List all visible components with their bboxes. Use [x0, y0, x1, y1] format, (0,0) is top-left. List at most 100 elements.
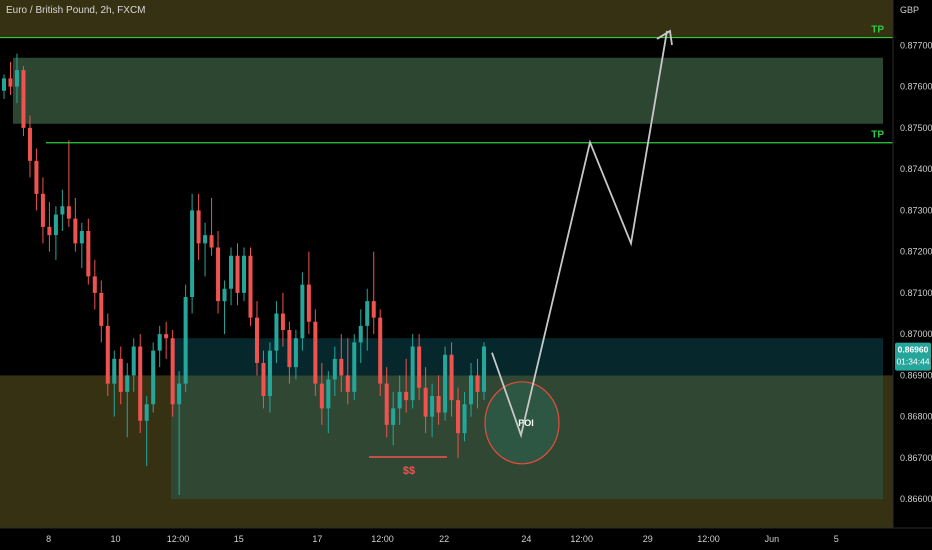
candle-body: [151, 350, 156, 405]
tp-label: TP: [871, 25, 884, 36]
candle-body: [125, 375, 130, 392]
x-tick-label: 12:00: [570, 534, 593, 544]
y-tick-label: 0.87100: [900, 288, 932, 298]
candle-body: [235, 255, 240, 293]
candle-body: [47, 226, 52, 236]
candle-body: [79, 231, 84, 244]
poi-label: POI: [518, 418, 534, 428]
candle-body: [144, 404, 149, 421]
y-tick-label: 0.86900: [900, 370, 932, 380]
candle-body: [203, 235, 208, 244]
zone-upper-supply: [13, 57, 883, 124]
candle-body: [86, 231, 91, 277]
currency-label: GBP: [900, 5, 919, 15]
candle-body: [319, 383, 324, 409]
candle-body: [190, 210, 195, 297]
candle-body: [326, 379, 331, 409]
projection-arrowhead: [656, 29, 673, 46]
y-tick-label: 0.86600: [900, 494, 932, 504]
price-axis: [893, 0, 932, 550]
y-tick-label: 0.87500: [900, 123, 932, 133]
candle-body: [481, 346, 487, 392]
candle-body: [345, 375, 350, 392]
candle-body: [164, 334, 169, 339]
y-tick-label: 0.87600: [900, 82, 932, 92]
candle-body: [1, 78, 7, 91]
candle-body: [469, 375, 474, 405]
candle-body: [99, 292, 104, 326]
candle-body: [430, 396, 435, 417]
candle-body: [410, 346, 415, 401]
candle-body: [423, 387, 428, 417]
chart-title: Euro / British Pound, 2h, FXCM: [6, 5, 146, 16]
x-tick-label: 15: [234, 534, 244, 544]
candle-body: [280, 313, 285, 330]
candle-body: [443, 354, 448, 413]
candle-body: [371, 301, 376, 318]
candle-body: [112, 358, 117, 384]
x-tick-label: 29: [643, 534, 653, 544]
candle-body: [332, 358, 337, 380]
candle-body: [138, 346, 143, 421]
candle-body: [254, 317, 259, 363]
candle-body: [34, 160, 39, 194]
x-tick-label: 8: [46, 534, 51, 544]
liquidity-label: $$: [403, 465, 415, 477]
countdown-text: 01:34:44: [896, 357, 929, 367]
current-price-text: 0.86960: [898, 345, 929, 355]
candle-body: [248, 255, 253, 318]
candle-body: [229, 255, 234, 289]
candle-body: [391, 408, 396, 425]
x-tick-label: 12:00: [697, 534, 720, 544]
candle-body: [177, 383, 182, 405]
poi-circle: [484, 381, 560, 465]
candle-body: [404, 391, 409, 401]
candle-body: [339, 358, 344, 376]
candle-body: [53, 214, 58, 236]
x-tick-label: 12:00: [371, 534, 394, 544]
x-tick-label: Jun: [765, 534, 780, 544]
candle-body: [14, 70, 19, 87]
candle-body: [449, 354, 454, 401]
y-tick-label: 0.87200: [900, 247, 932, 257]
candle-body: [436, 396, 441, 413]
candle-body: [417, 346, 422, 388]
candle-body: [475, 375, 480, 392]
candle-body: [216, 247, 221, 302]
x-tick-label: 22: [439, 534, 449, 544]
candle-body: [40, 193, 45, 227]
x-tick-label: 10: [111, 534, 121, 544]
x-tick-label: 12:00: [167, 534, 190, 544]
candle-body: [196, 210, 201, 244]
candle-body: [378, 317, 383, 384]
candle-body: [287, 330, 292, 368]
x-tick-label: 5: [834, 534, 839, 544]
candle-body: [397, 391, 402, 409]
candle-body: [352, 342, 357, 392]
zone-olive-top: [0, 0, 893, 38]
candle-body: [157, 334, 162, 351]
candle-body: [306, 284, 311, 322]
y-tick-label: 0.86700: [900, 453, 932, 463]
candle-body: [105, 325, 110, 384]
candle-body: [462, 404, 467, 434]
candle-body: [131, 346, 136, 376]
candle-body: [66, 206, 71, 219]
candle-body: [241, 255, 247, 293]
tp-label: TP: [871, 130, 884, 141]
time-axis: [0, 528, 932, 550]
projection-path: [491, 30, 668, 439]
candle-body: [222, 288, 227, 302]
candle-body: [261, 363, 266, 396]
candle-body: [313, 321, 318, 384]
candle-body: [183, 297, 188, 384]
x-tick-label: 24: [521, 534, 531, 544]
y-tick-label: 0.86800: [900, 412, 932, 422]
candle-body: [27, 127, 32, 161]
candle-body: [384, 383, 389, 425]
y-tick-label: 0.87000: [900, 329, 932, 339]
candle-body: [92, 276, 97, 293]
y-tick-label: 0.87300: [900, 205, 932, 215]
